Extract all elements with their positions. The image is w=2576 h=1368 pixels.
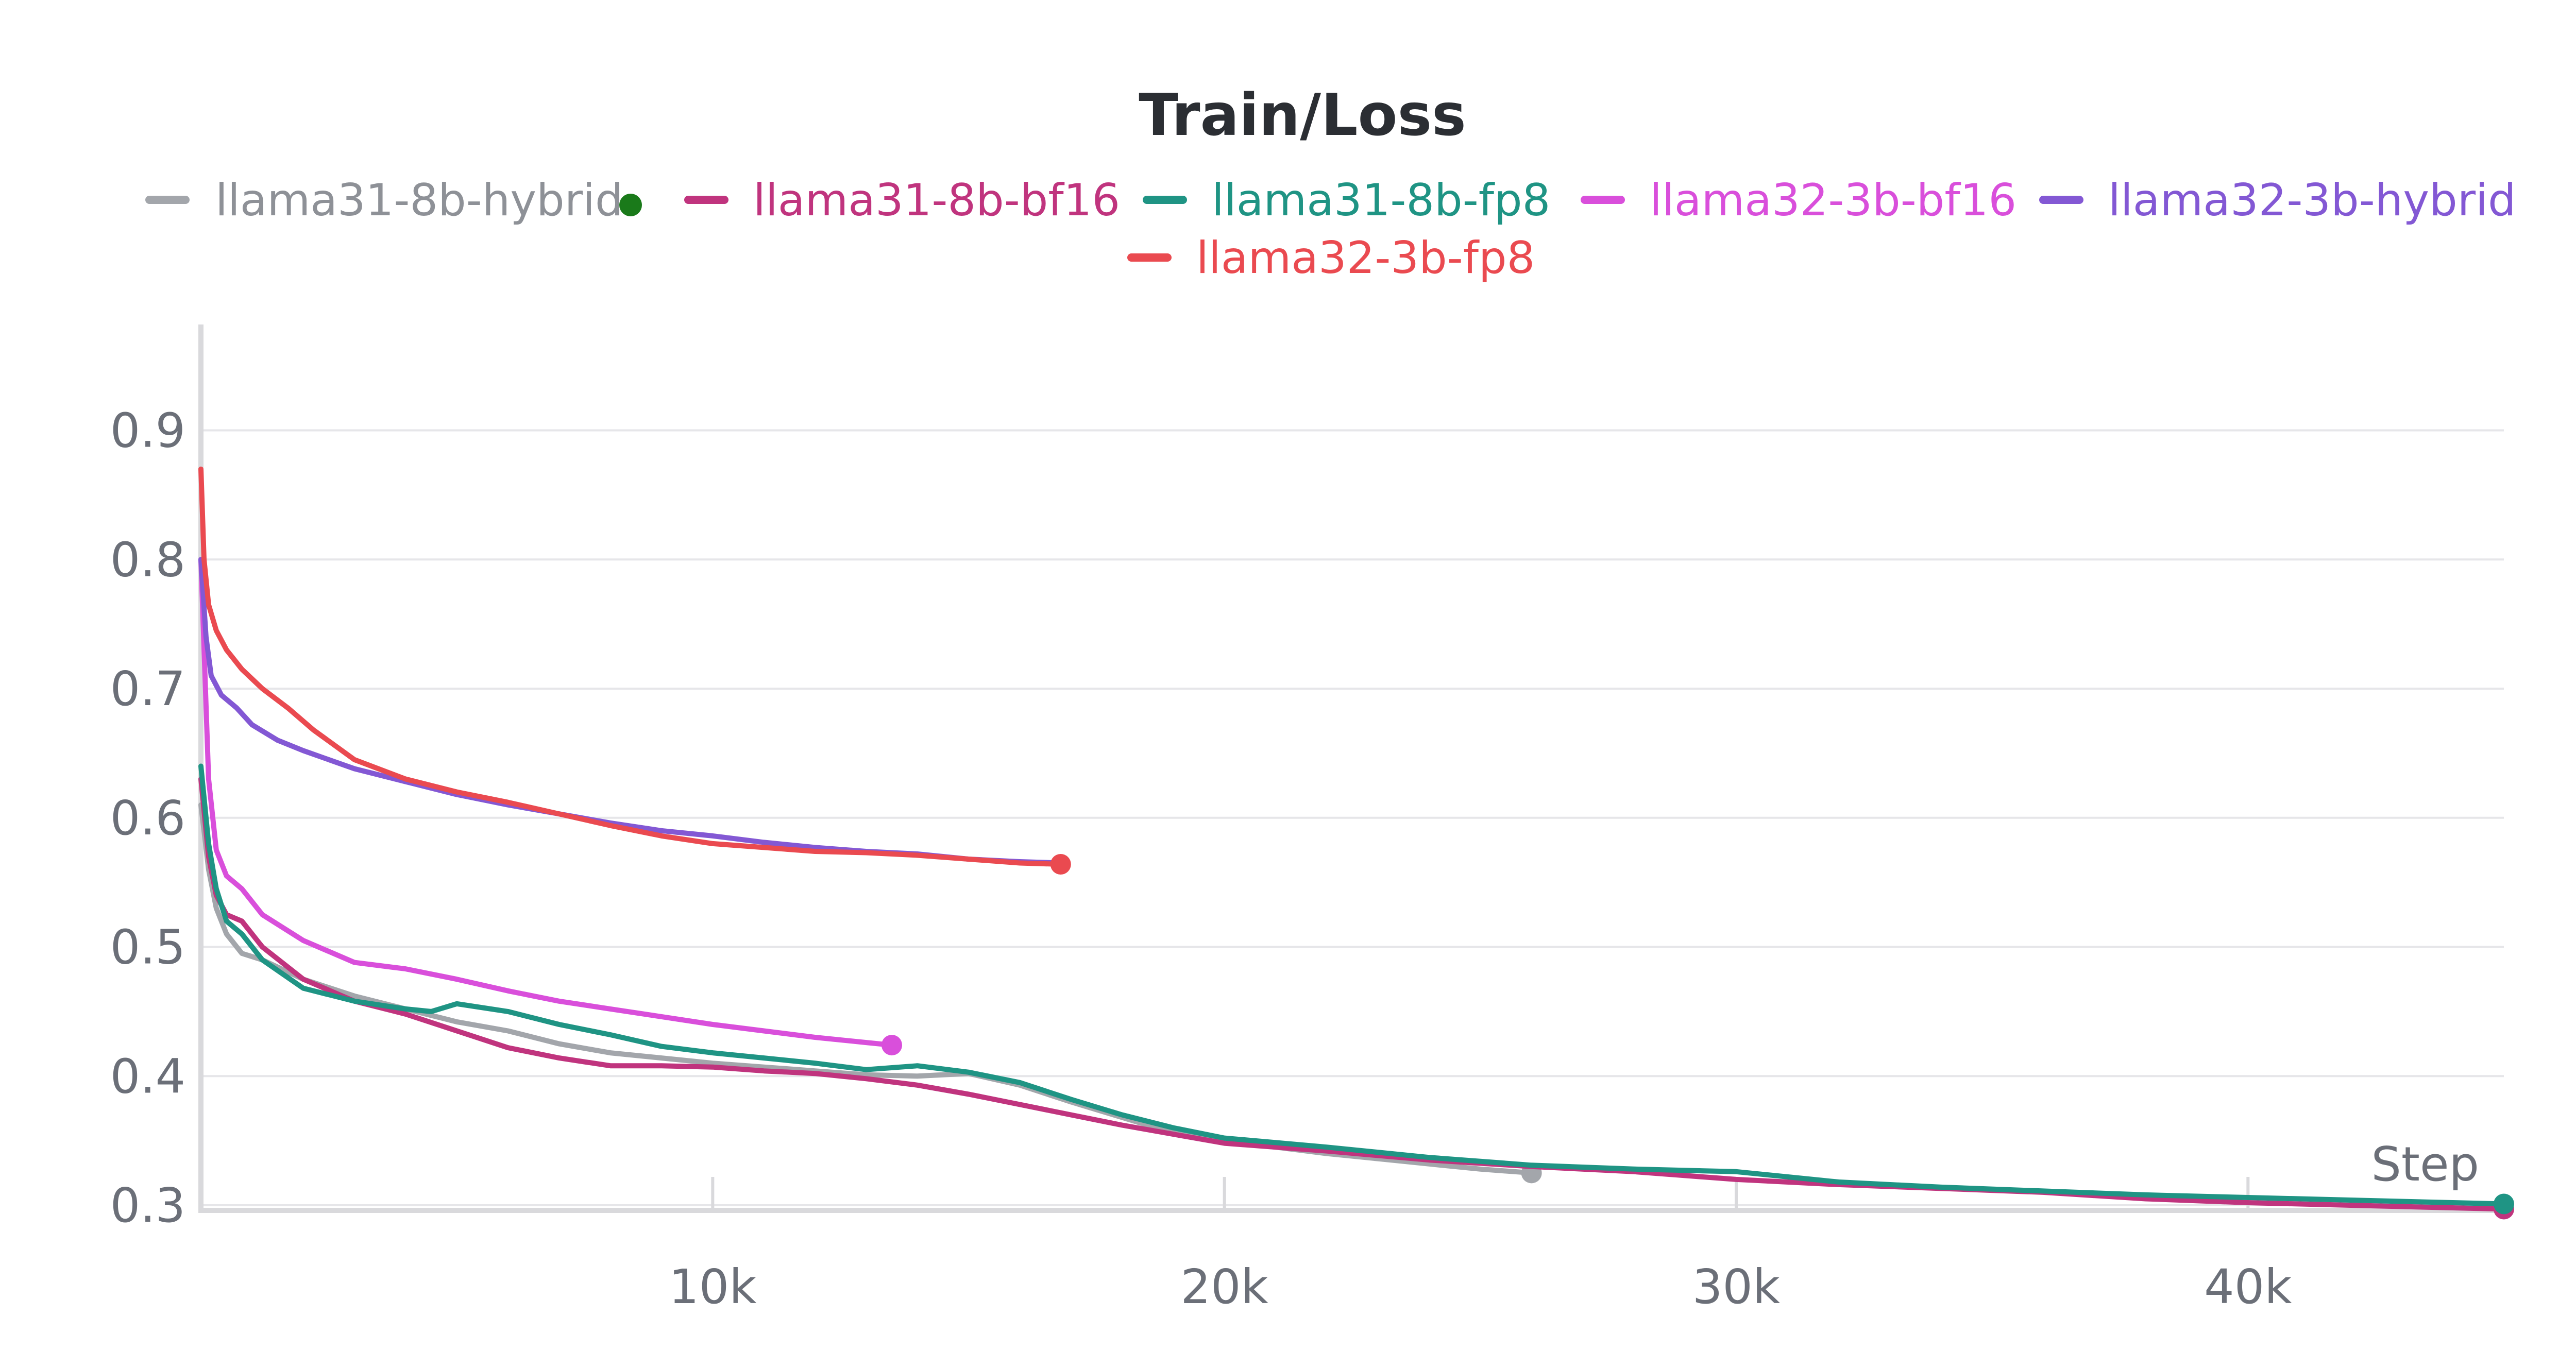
series-line-llama31-8b-fp8 [198, 763, 2506, 1207]
gridlines [201, 429, 2504, 1206]
y-tick-label: 0.6 [110, 791, 185, 846]
axes [198, 324, 2504, 1213]
y-axis-ticks: 0.3 0.4 0.5 0.6 0.7 0.8 0.9 [110, 403, 185, 1233]
legend-item-llama31-8b-bf16[interactable]: llama31-8b-bf16 [684, 175, 1120, 226]
legend-item-llama32-3b-hybrid[interactable]: llama32-3b-hybrid [2039, 175, 2516, 226]
legend-item-llama32-3b-fp8[interactable]: llama32-3b-fp8 [1127, 232, 1535, 284]
x-axis-ticks: 10k 20k 30k 40k [669, 1177, 2292, 1314]
series-line-llama32-3b-fp8 [198, 466, 1063, 867]
legend-item-llama31-8b-fp8[interactable]: llama31-8b-fp8 [1143, 175, 1550, 226]
legend-label: llama31-8b-hybrid [215, 175, 623, 226]
y-tick-label: 0.9 [110, 403, 185, 458]
y-tick-label: 0.3 [110, 1178, 185, 1233]
legend-item-llama31-8b-hybrid[interactable]: llama31-8b-hybrid [145, 175, 642, 226]
x-tick-label: 20k [1180, 1259, 1268, 1314]
y-tick-label: 0.8 [110, 532, 185, 587]
y-tick-label: 0.7 [110, 661, 185, 716]
x-tick-label: 40k [2204, 1259, 2292, 1314]
chart-title: Train/Loss [1139, 82, 1466, 149]
plot-area[interactable] [198, 466, 2514, 1220]
series-line-llama31-8b-bf16 [198, 776, 2506, 1212]
legend-label: llama32-3b-fp8 [1196, 232, 1535, 284]
legend-label: llama32-3b-bf16 [1650, 175, 2016, 226]
y-tick-label: 0.5 [110, 920, 185, 975]
series-line-llama32-3b-bf16 [198, 557, 894, 1048]
x-axis-label: Step [2371, 1137, 2479, 1192]
series-end-marker-llama32-3b-fp8 [1050, 854, 1071, 875]
legend-label: llama31-8b-bf16 [753, 175, 1120, 226]
series-line-llama31-8b-hybrid [198, 802, 1534, 1176]
series-end-marker-llama32-3b-bf16 [882, 1035, 902, 1056]
legend-label: llama31-8b-fp8 [1212, 175, 1550, 226]
legend-item-llama32-3b-bf16[interactable]: llama32-3b-bf16 [1581, 175, 2016, 226]
legend-label: llama32-3b-hybrid [2108, 175, 2516, 226]
x-tick-label: 30k [1692, 1259, 1781, 1314]
legend[interactable]: llama31-8b-hybrid llama31-8b-bf16 llama3… [145, 175, 2516, 284]
y-tick-label: 0.4 [110, 1049, 185, 1104]
series-end-marker-llama31-8b-fp8 [2494, 1193, 2514, 1215]
x-tick-label: 10k [669, 1259, 757, 1314]
legend-status-dot-icon [619, 194, 642, 216]
